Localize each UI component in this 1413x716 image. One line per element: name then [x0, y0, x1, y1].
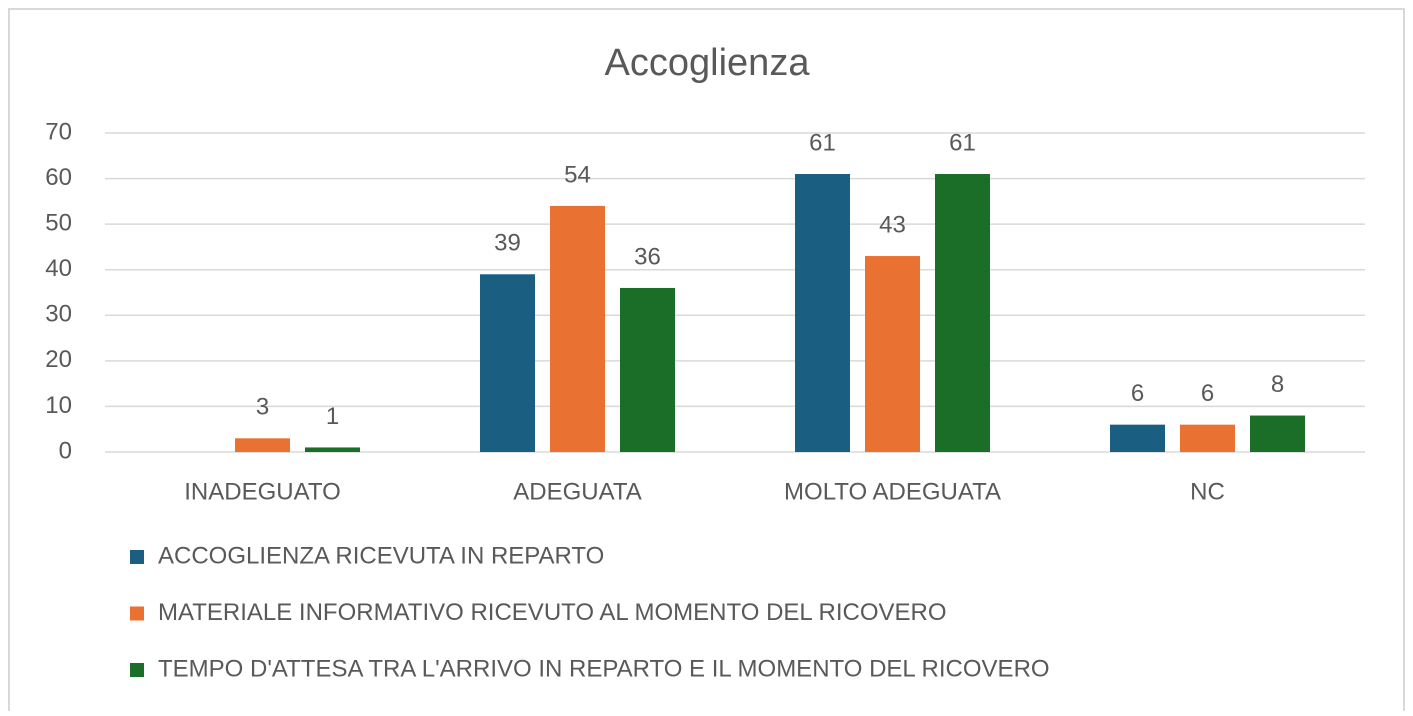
bar: [235, 438, 290, 452]
chart-frame: [8, 8, 1405, 716]
data-label: 3: [256, 394, 269, 421]
x-tick-label: ADEGUATA: [513, 478, 641, 505]
y-tick-label: 60: [45, 164, 72, 191]
data-label: 6: [1131, 380, 1144, 407]
data-label: 61: [809, 129, 836, 156]
legend-label: MATERIALE INFORMATIVO RICEVUTO AL MOMENT…: [158, 599, 947, 626]
bar: [550, 205, 605, 452]
bar: [1110, 424, 1165, 452]
bar: [1250, 415, 1305, 452]
x-tick-label: NC: [1190, 478, 1225, 505]
y-tick-label: 30: [45, 301, 72, 328]
bar: [1180, 424, 1235, 452]
x-tick-label: MOLTO ADEGUATA: [784, 478, 1001, 505]
bar: [935, 174, 990, 452]
data-label: 39: [494, 230, 521, 257]
y-tick-label: 10: [45, 392, 72, 419]
chart-title: Accoglienza: [605, 42, 811, 84]
bar: [480, 274, 535, 452]
y-tick-label: 20: [45, 346, 72, 373]
bar: [305, 447, 360, 452]
legend-label: ACCOGLIENZA RICEVUTA IN REPARTO: [158, 542, 604, 569]
y-tick-label: 50: [45, 209, 72, 236]
bar: [620, 287, 675, 452]
data-label: 8: [1271, 371, 1284, 398]
y-tick-label: 70: [45, 118, 72, 145]
y-tick-label: 0: [59, 437, 72, 464]
y-tick-label: 40: [45, 255, 72, 282]
bar: [865, 256, 920, 452]
x-tick-label: INADEGUATO: [184, 478, 340, 505]
data-label: 61: [949, 129, 976, 156]
data-label: 6: [1201, 380, 1214, 407]
bar: [795, 174, 850, 452]
legend-label: TEMPO D'ATTESA TRA L'ARRIVO IN REPARTO E…: [158, 655, 1050, 682]
data-label: 1: [326, 403, 339, 430]
data-label: 54: [564, 161, 591, 188]
data-label: 36: [634, 243, 661, 270]
legend-swatch: [130, 550, 144, 564]
data-label: 43: [879, 211, 906, 238]
legend-swatch: [130, 663, 144, 677]
legend-swatch: [130, 606, 144, 621]
